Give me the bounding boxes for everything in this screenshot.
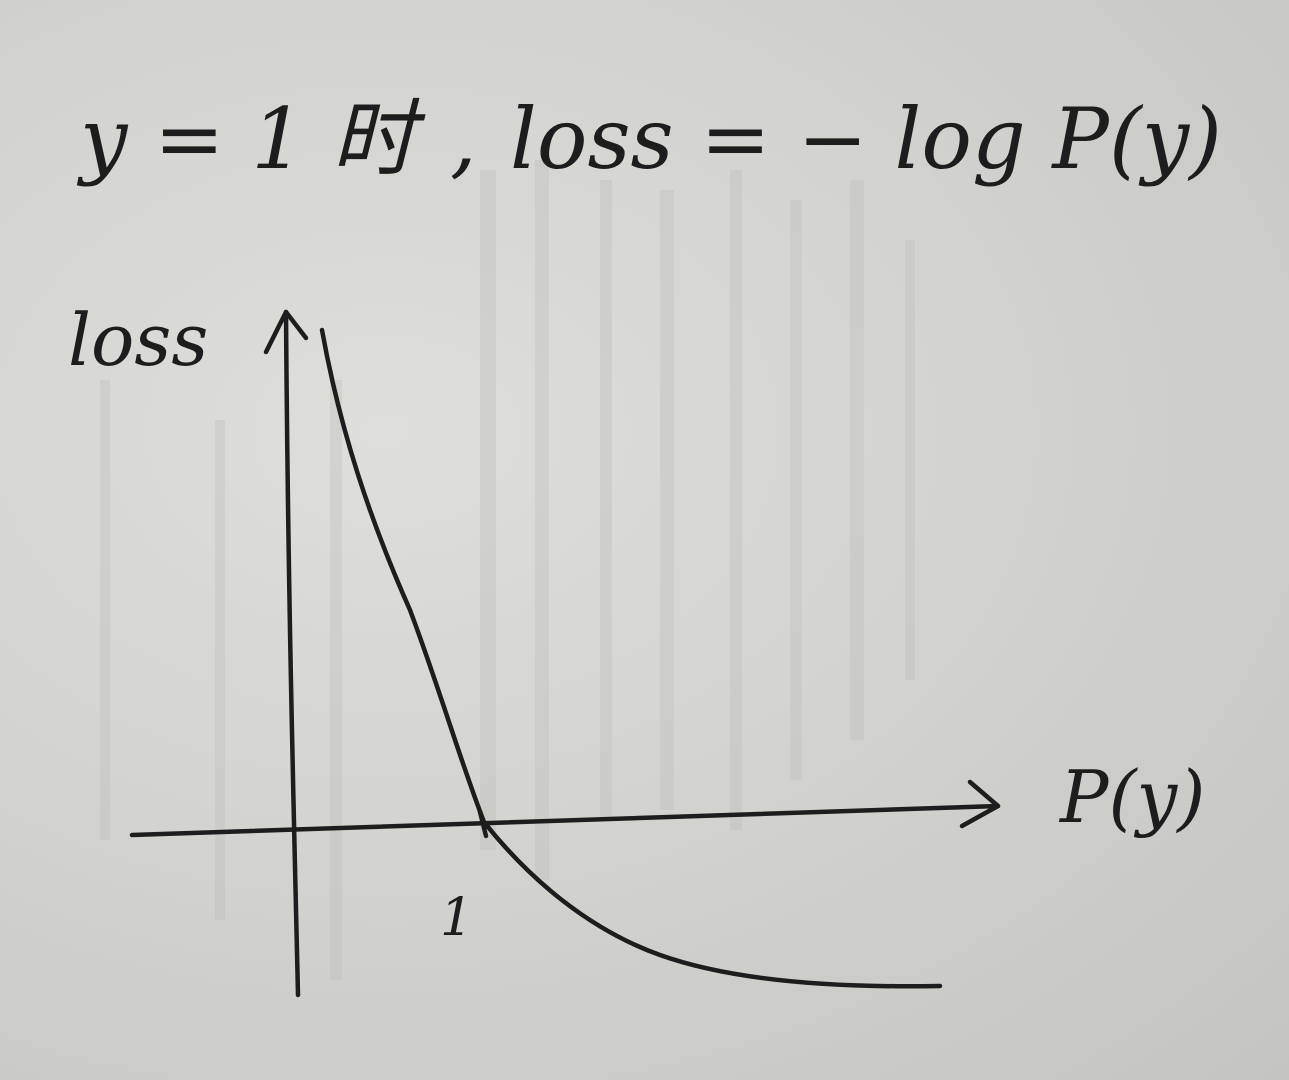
heading-condition: y = 1 时 bbox=[76, 90, 426, 188]
x-tick-label: 1 bbox=[440, 888, 473, 948]
y-axis bbox=[263, 309, 309, 998]
x-axis-label: P(y) bbox=[1058, 755, 1205, 839]
paper-texture bbox=[100, 160, 915, 980]
crossing-mark bbox=[477, 809, 489, 839]
heading-separator: , bbox=[450, 90, 477, 188]
loss-curve bbox=[319, 327, 943, 989]
x-axis bbox=[129, 779, 1001, 838]
heading-formula: loss = − log P(y) bbox=[510, 90, 1222, 188]
y-axis-label: loss bbox=[68, 298, 208, 382]
